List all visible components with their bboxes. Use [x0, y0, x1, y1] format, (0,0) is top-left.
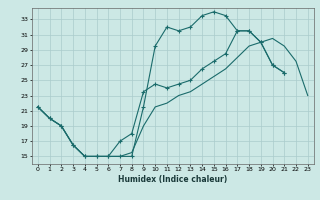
X-axis label: Humidex (Indice chaleur): Humidex (Indice chaleur): [118, 175, 228, 184]
